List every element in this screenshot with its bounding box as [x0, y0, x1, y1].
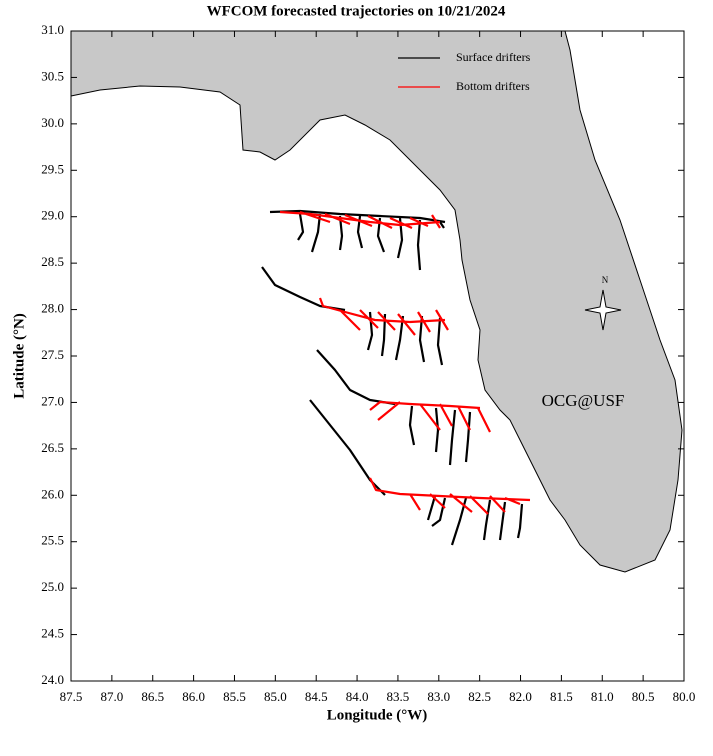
x-axis-label: Longitude (°W) [327, 707, 428, 723]
x-tick-label: 81.5 [550, 689, 573, 704]
y-tick-label: 28.5 [41, 254, 64, 269]
y-tick-label: 25.5 [41, 533, 64, 548]
y-tick-label: 26.5 [41, 440, 64, 455]
y-tick-label: 31.0 [41, 22, 64, 37]
x-tick-label: 82.0 [509, 689, 532, 704]
trajectory [318, 297, 449, 336]
x-tick-label: 85.0 [264, 689, 287, 704]
trajectory [316, 349, 472, 466]
x-tick-label: 86.0 [182, 689, 205, 704]
trajectory [269, 209, 446, 224]
x-tick-label: 80.5 [632, 689, 655, 704]
y-tick-label: 26.0 [41, 486, 64, 501]
x-tick-label: 80.0 [673, 689, 696, 704]
y-tick-label: 24.5 [41, 626, 64, 641]
bottom-trajectories [279, 210, 531, 515]
x-tick-label: 86.5 [141, 689, 164, 704]
trajectory [261, 266, 444, 366]
y-tick-label: 25.0 [41, 579, 64, 594]
legend-label: Bottom drifters [456, 79, 530, 93]
x-tick-label: 83.5 [387, 689, 410, 704]
y-tick-label: 29.5 [41, 161, 64, 176]
x-tick-label: 82.5 [468, 689, 491, 704]
y-tick-label: 27.5 [41, 347, 64, 362]
x-tick-label: 84.0 [346, 689, 369, 704]
y-tick-label: 29.0 [41, 208, 64, 223]
x-tick-label: 81.0 [591, 689, 614, 704]
compass [584, 289, 622, 331]
y-tick-label: 30.5 [41, 68, 64, 83]
y-tick-label: 28.0 [41, 301, 64, 316]
annotation: OCG@USF [542, 391, 625, 410]
x-tick-label: 87.5 [60, 689, 83, 704]
trajectory [309, 399, 524, 546]
x-tick-label: 83.0 [427, 689, 450, 704]
surface-trajectories [261, 209, 524, 546]
trajectory [297, 213, 445, 271]
trajectory [369, 477, 531, 515]
legend-label: Surface drifters [456, 50, 531, 64]
y-tick-label: 27.0 [41, 393, 64, 408]
y-axis-label: Latitude (°N) [11, 313, 27, 399]
x-tick-label: 85.5 [223, 689, 246, 704]
y-tick-label: 30.0 [41, 115, 64, 130]
x-tick-label: 84.5 [305, 689, 328, 704]
trajectory [279, 210, 441, 230]
x-tick-label: 87.0 [100, 689, 123, 704]
compass-label: N [602, 275, 609, 285]
y-tick-label: 24.0 [41, 672, 64, 687]
land [70, 30, 683, 573]
trajectory [369, 400, 491, 433]
chart-title: WFCOM forecasted trajectories on 10/21/2… [207, 3, 506, 19]
